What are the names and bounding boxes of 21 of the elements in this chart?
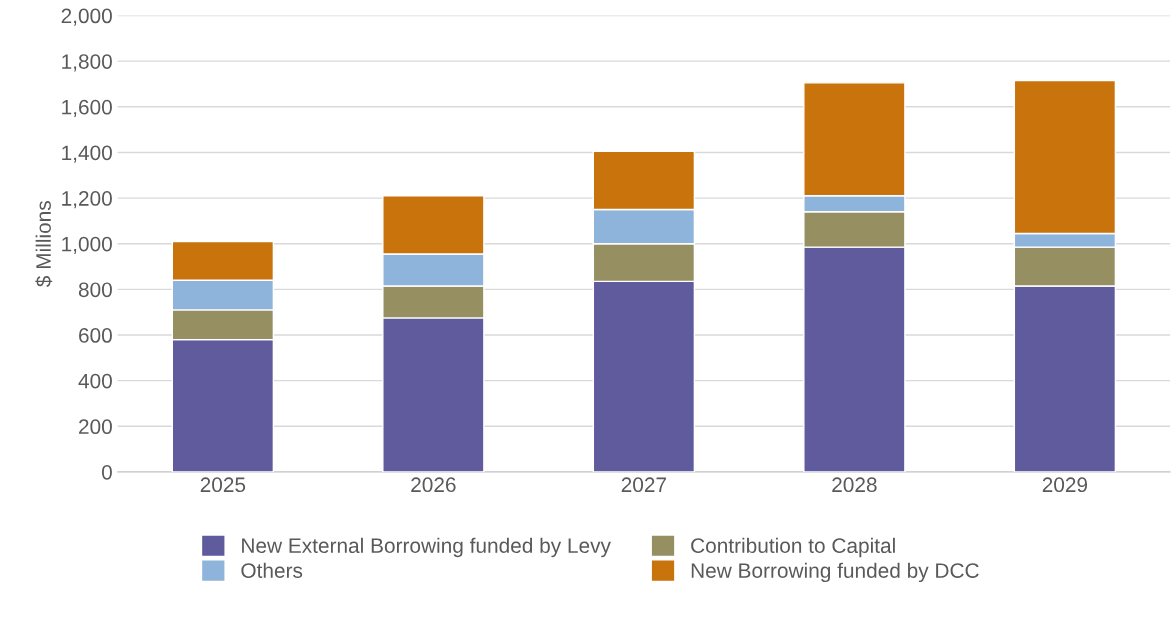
y-tick-label: 1,200 [62, 191, 112, 209]
y-axis-title: $ Millions [35, 201, 53, 287]
y-tick-label: 1,600 [62, 99, 112, 118]
y-tick-label: 600 [79, 328, 112, 343]
x-tick-label: 2029 [1042, 477, 1088, 493]
x-tick-label: 2028 [832, 477, 877, 493]
legend-label: Contribution to Capital [691, 537, 895, 558]
x-tick-label: 2027 [621, 477, 666, 493]
x-tick-label: 2026 [411, 477, 456, 493]
y-tick-label: 2,000 [61, 8, 112, 26]
legend-label: New External Borrowing funded by Levy [242, 537, 611, 558]
y-tick-label: 1,800 [62, 54, 112, 72]
y-tick-label: 200 [79, 419, 112, 435]
y-tick-label: 800 [78, 282, 112, 298]
y-tick-label: 0 [101, 464, 112, 480]
y-tick-label: 1,000 [62, 236, 112, 254]
x-tick-label: 2025 [200, 477, 246, 493]
y-tick-label: 1,400 [62, 145, 112, 163]
y-tick-label: 400 [78, 373, 112, 389]
legend-label: New Borrowing funded by DCC [691, 562, 979, 583]
legend-label: Others [241, 562, 303, 578]
